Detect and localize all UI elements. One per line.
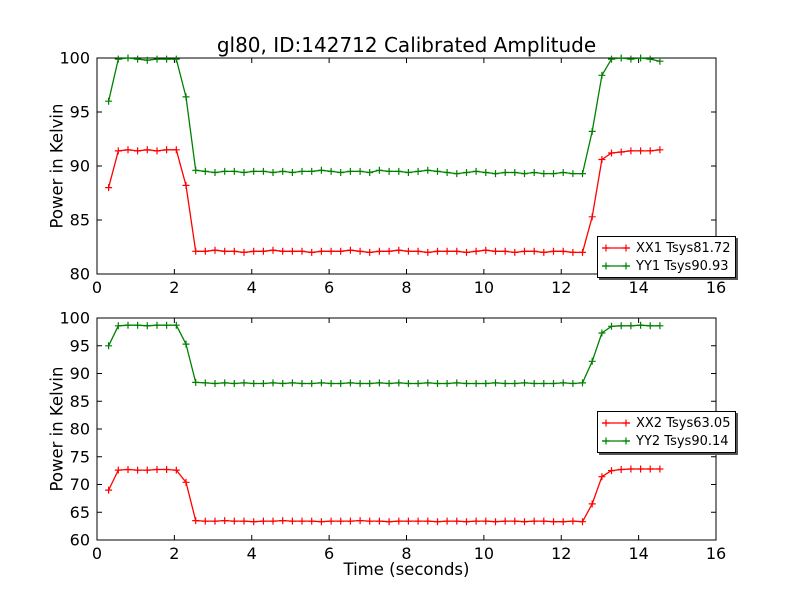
x-tick-label: 4 (247, 278, 257, 297)
y-tick-label: 95 (70, 336, 90, 355)
x-tick-label: 2 (169, 278, 179, 297)
series-XX2-markers (105, 465, 664, 526)
x-tick-label: 0 (92, 544, 102, 563)
x-tick-label: 0 (92, 278, 102, 297)
x-tick-label: 6 (324, 278, 334, 297)
x-tick-label: 2 (169, 544, 179, 563)
x-tick-label: 4 (247, 544, 257, 563)
legend-sample-plus-markers (602, 262, 630, 270)
legend-entry-label: YY2 Tsys90.14 (636, 433, 729, 449)
legend-sample-plus-markers (602, 419, 630, 427)
legend-entry: YY1 Tsys90.93 (601, 257, 730, 275)
y-tick-label: 60 (70, 531, 90, 550)
y-tick-label: 85 (70, 392, 90, 411)
series-YY2-line (108, 324, 660, 385)
legend-sample-plus-markers (602, 244, 630, 252)
x-tick-label: 14 (628, 278, 648, 297)
x-tick-label: 12 (551, 544, 571, 563)
y-tick-label: 90 (70, 364, 90, 383)
legend-entry-label: XX1 Tsys81.72 (636, 240, 731, 256)
series-XX1-markers (105, 146, 664, 256)
y-tick-label: 85 (70, 211, 90, 230)
x-tick-label: 16 (706, 544, 726, 563)
legend-line-sample (602, 262, 630, 270)
x-tick-label: 10 (474, 278, 494, 297)
legend-entry: XX2 Tsys63.05 (601, 414, 730, 432)
series-XX2-line (108, 468, 660, 523)
y-tick-label: 100 (59, 49, 90, 68)
legend-line-sample (602, 244, 630, 252)
legend-entry-label: YY1 Tsys90.93 (636, 258, 729, 274)
y-tick-label: 95 (70, 103, 90, 122)
legend-entry: XX1 Tsys81.72 (601, 239, 730, 257)
x-tick-label: 8 (401, 278, 411, 297)
y-tick-label: 80 (70, 265, 90, 284)
y-tick-label: 90 (70, 157, 90, 176)
legend-line-sample (602, 419, 630, 427)
y-tick-label: 80 (70, 420, 90, 439)
x-tick-label: 8 (401, 544, 411, 563)
y-tick-label: 65 (70, 503, 90, 522)
x-axis-label: Time (seconds) (343, 560, 470, 579)
legend-entry-label: XX2 Tsys63.05 (636, 415, 731, 431)
series-YY2-markers (105, 321, 664, 387)
y-tick-label: 100 (59, 309, 90, 328)
legend-sample-plus-markers (602, 437, 630, 445)
legend-line-sample (602, 437, 630, 445)
legend-top: XX1 Tsys81.72 YY1 Tsys90.93 (597, 236, 737, 278)
series-YY1-line (107, 57, 661, 175)
x-tick-label: 6 (324, 544, 334, 563)
figure-title: gl80, ID:142712 Calibrated Amplitude (216, 33, 597, 57)
y-tick-label: 75 (70, 447, 90, 466)
x-tick-label: 14 (628, 544, 648, 563)
x-tick-label: 10 (474, 544, 494, 563)
y-tick-label: 70 (70, 475, 90, 494)
legend-bottom: XX2 Tsys63.05 YY2 Tsys90.14 (597, 411, 737, 453)
x-tick-label: 12 (551, 278, 571, 297)
x-tick-label: 16 (706, 278, 726, 297)
series-YY1-markers (105, 54, 664, 178)
legend-entry: YY2 Tsys90.14 (601, 432, 730, 450)
series-XX1-line (107, 149, 660, 254)
